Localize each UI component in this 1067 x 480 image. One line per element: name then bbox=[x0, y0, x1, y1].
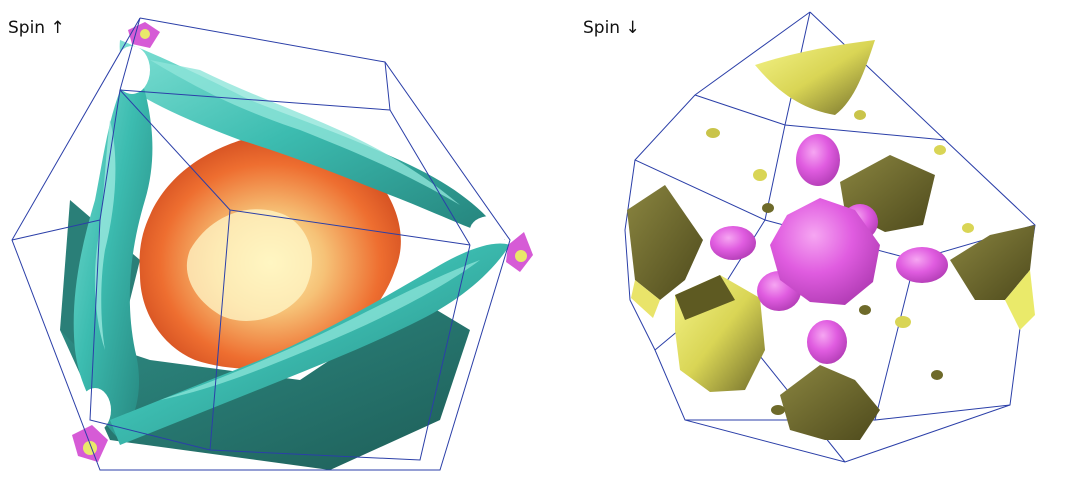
yellow-pocket-top bbox=[755, 40, 875, 115]
yellow-pocket-top bbox=[140, 29, 150, 39]
yellow-pocket-bottom bbox=[83, 441, 97, 455]
brillouin-zone-wireframe bbox=[11, 17, 511, 471]
fermi-surface-spin-down-render bbox=[624, 11, 1036, 463]
spin-up-label: Spin ↑ bbox=[8, 18, 65, 38]
yellow-bit bbox=[706, 128, 720, 138]
magenta-pocket-left bbox=[710, 226, 756, 260]
magenta-pocket-top bbox=[796, 134, 840, 186]
hole-top-left bbox=[114, 46, 150, 94]
spin-down-label: Spin ↓ bbox=[583, 18, 640, 38]
yellow-bit bbox=[753, 169, 767, 181]
hole-right bbox=[470, 216, 510, 244]
olive-pocket-left bbox=[627, 185, 703, 300]
yellow-bit bbox=[762, 203, 774, 213]
yellow-bit bbox=[854, 110, 866, 120]
yellow-bit bbox=[895, 316, 911, 328]
magenta-pocket-bottom bbox=[807, 320, 847, 364]
yellow-bit bbox=[859, 305, 871, 315]
fermi-surface-panel-spin-down: Spin ↓ bbox=[535, 0, 1067, 480]
teal-sheet-left-highlight bbox=[94, 120, 116, 350]
olive-pocket-bottom-left-shade bbox=[675, 275, 735, 320]
olive-pocket-bottom bbox=[780, 365, 880, 440]
yellow-bit bbox=[931, 370, 943, 380]
fermi-surface-panel-spin-up: Spin ↑ bbox=[8, 17, 533, 471]
teal-sheet-bottom-highlight bbox=[160, 260, 480, 400]
teal-sheet-upper-band bbox=[150, 60, 460, 205]
fermi-surface-spin-up-render bbox=[11, 17, 533, 471]
yellow-bit bbox=[962, 223, 974, 233]
orange-core-highlight bbox=[186, 209, 313, 321]
olive-pocket-right bbox=[950, 225, 1035, 300]
yellow-bit bbox=[934, 145, 946, 155]
hole-bottom-left bbox=[79, 388, 111, 432]
magenta-pocket-center bbox=[770, 198, 880, 305]
magenta-pocket-right bbox=[896, 247, 948, 283]
yellow-pocket-left-face bbox=[631, 280, 660, 318]
yellow-bit bbox=[771, 405, 785, 415]
yellow-pocket-right-face bbox=[1005, 270, 1035, 330]
yellow-pocket-right bbox=[515, 250, 527, 262]
